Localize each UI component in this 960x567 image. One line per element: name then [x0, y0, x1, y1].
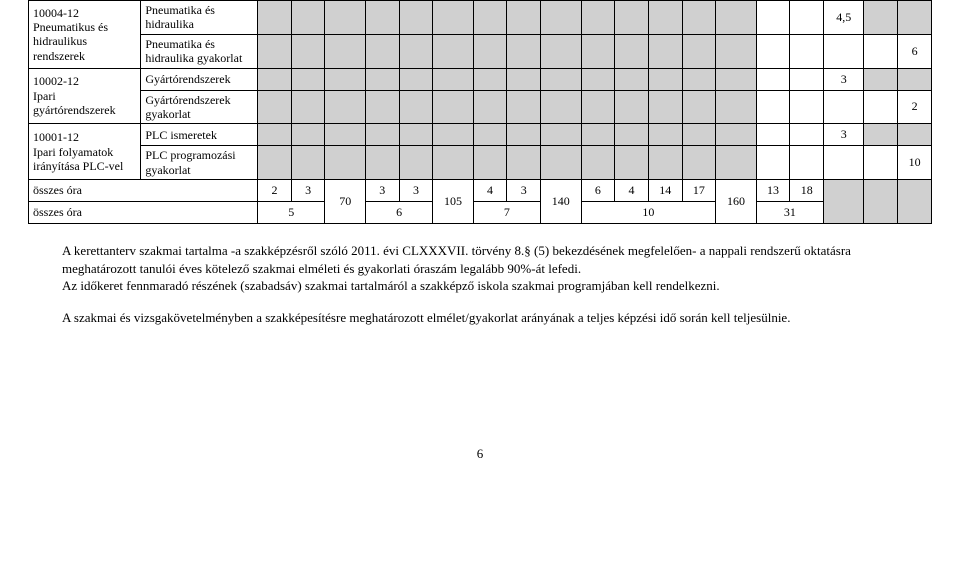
summary-label: összes óra [29, 180, 258, 202]
table-row: 10001-12Ipari folyamatok irányítása PLC-… [29, 124, 932, 146]
subject-cell: Gyártórendszerek [141, 68, 258, 90]
module-cell: 10004-12Pneumatikus és hidraulikus rends… [29, 1, 141, 69]
subject-cell: PLC ismeretek [141, 124, 258, 146]
table-row: 10004-12Pneumatikus és hidraulikus rends… [29, 1, 932, 35]
hours-cell: 10 [898, 146, 932, 180]
table-row: Pneumatika és hidraulika gyakorlat 6 [29, 34, 932, 68]
subject-cell: Pneumatika és hidraulika [141, 1, 258, 35]
paragraph-1a: A kerettanterv szakmai tartalma -a szakk… [62, 243, 851, 276]
table-row: 10002-12Ipari gyártórendszerek Gyártóren… [29, 68, 932, 90]
subject-cell: Pneumatika és hidraulika gyakorlat [141, 34, 258, 68]
hours-cell: 6 [898, 34, 932, 68]
module-cell: 10002-12Ipari gyártórendszerek [29, 68, 141, 124]
paragraph-1b: Az időkeret fennmaradó részének (szabads… [62, 278, 720, 293]
hours-cell: 4,5 [824, 1, 864, 35]
summary-row-1: összes óra 2 3 70 3 3 105 4 3 140 6 4 14… [29, 180, 932, 202]
summary-label: összes óra [29, 202, 258, 224]
subject-cell: PLC programozási gyakorlat [141, 146, 258, 180]
body-text: A kerettanterv szakmai tartalma -a szakk… [62, 242, 926, 326]
hours-cell: 2 [898, 90, 932, 124]
paragraph-2: A szakmai és vizsgakövetelményben a szak… [62, 309, 926, 327]
summary-row-2: összes óra 5 6 7 10 31 [29, 202, 932, 224]
subject-cell: Gyártórendszerek gyakorlat [141, 90, 258, 124]
hours-cell: 3 [824, 68, 864, 90]
table-row: Gyártórendszerek gyakorlat 2 [29, 90, 932, 124]
curriculum-table: 10004-12Pneumatikus és hidraulikus rends… [28, 0, 932, 224]
page-number: 6 [28, 446, 932, 462]
hours-cell: 3 [824, 124, 864, 146]
table-row: PLC programozási gyakorlat 10 [29, 146, 932, 180]
module-cell: 10001-12Ipari folyamatok irányítása PLC-… [29, 124, 141, 180]
